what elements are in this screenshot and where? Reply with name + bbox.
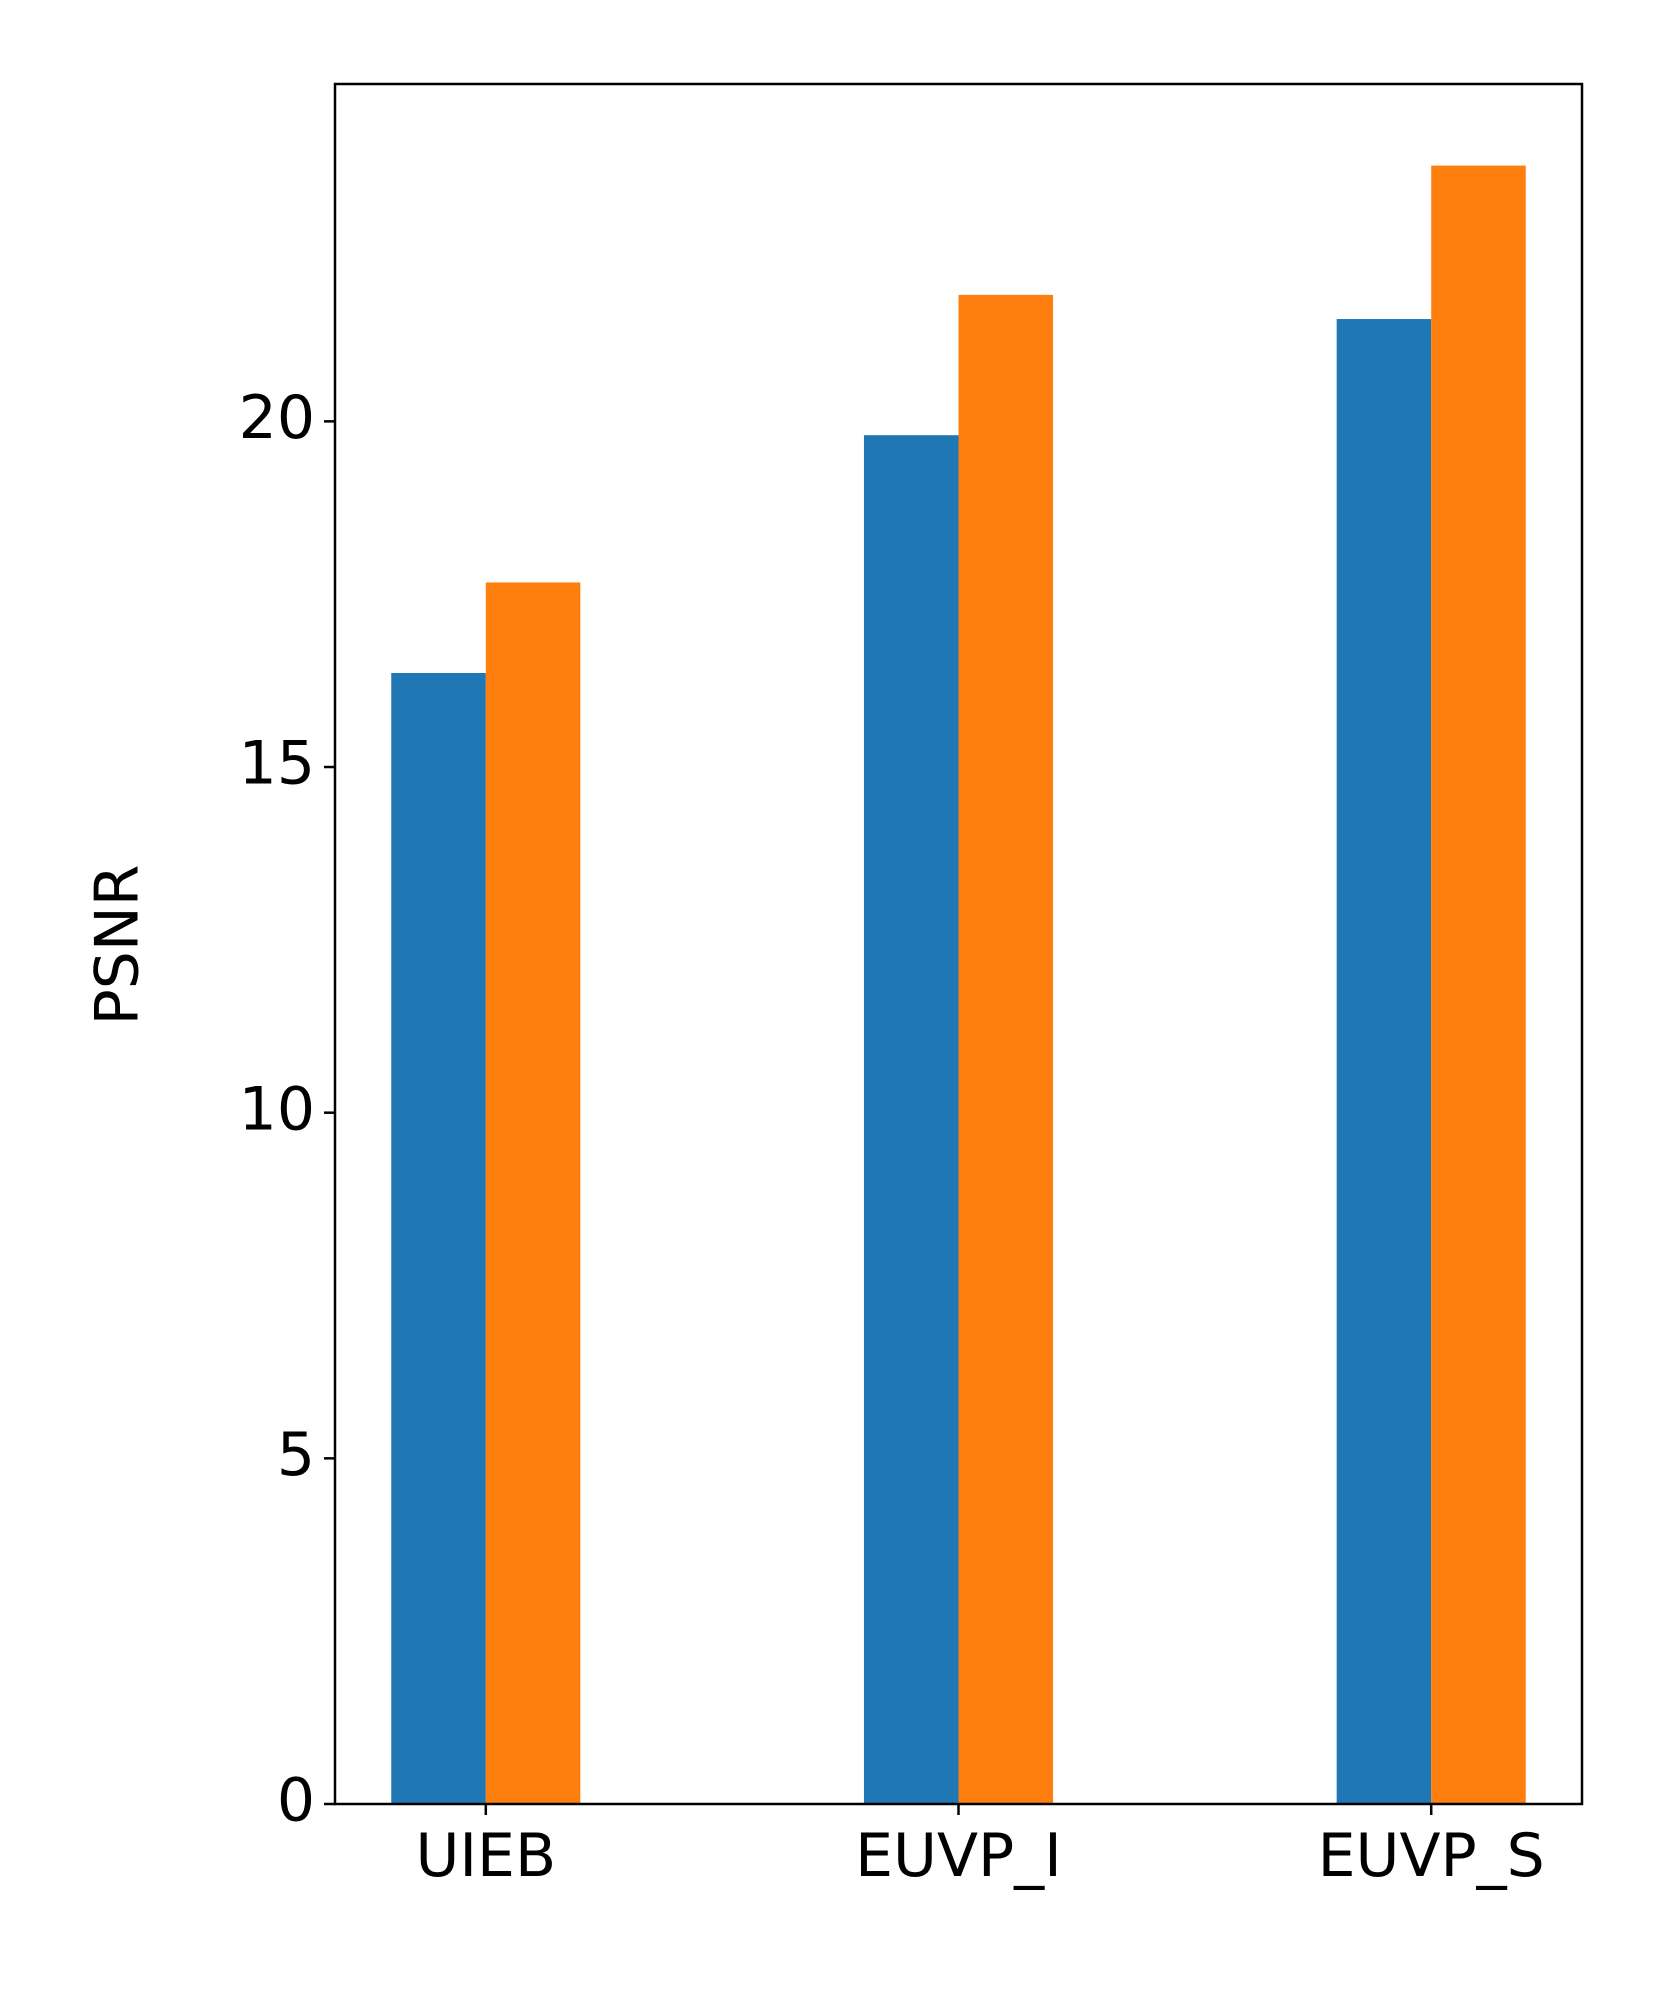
bar (485, 582, 581, 1805)
y-tick-label: 15 (239, 729, 315, 799)
x-tick-label: EUVP_I (855, 1821, 1062, 1891)
bar (863, 435, 959, 1804)
bar (391, 673, 486, 1805)
x-tick-label: EUVP_S (1318, 1821, 1545, 1891)
bar (1431, 165, 1526, 1804)
y-tick-label: 5 (277, 1420, 315, 1490)
plot-frame (333, 82, 1584, 1806)
x-tick-label: UIEB (415, 1821, 556, 1891)
y-axis-label: PSNR (83, 865, 153, 1026)
y-tick-label: 10 (239, 1074, 315, 1144)
y-tick-label: 20 (239, 383, 315, 453)
bar (1336, 319, 1432, 1804)
bar (958, 294, 1054, 1805)
y-tick-label: 0 (277, 1766, 315, 1836)
